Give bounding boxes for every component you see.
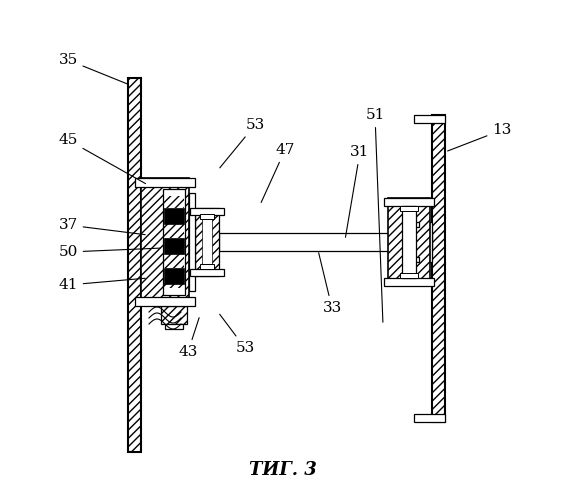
Text: 31: 31 (345, 145, 370, 238)
Bar (195, 208, 219, 276)
Bar (190, 208, 224, 215)
Bar (141, 178, 189, 306)
Bar (164, 224, 184, 238)
Bar (202, 215, 212, 269)
Bar (135, 297, 195, 306)
Bar (388, 198, 430, 286)
Bar (414, 222, 419, 227)
Bar (164, 238, 184, 254)
Bar (384, 198, 434, 206)
Bar (128, 78, 141, 452)
Text: 37: 37 (58, 218, 145, 234)
Text: 45: 45 (58, 133, 145, 184)
Bar (164, 196, 184, 208)
Bar (161, 306, 187, 324)
Bar (135, 178, 195, 187)
Bar (402, 206, 416, 278)
Text: 53: 53 (220, 314, 255, 355)
Bar (190, 269, 224, 276)
Text: 47: 47 (261, 143, 295, 203)
Bar (164, 224, 184, 238)
Text: 53: 53 (220, 118, 265, 168)
Bar (195, 208, 219, 276)
Bar (164, 196, 184, 208)
Bar (164, 254, 184, 268)
Bar (163, 189, 185, 295)
Bar (163, 189, 185, 295)
Bar (388, 198, 430, 286)
Bar (164, 284, 184, 288)
Bar (189, 193, 195, 291)
Bar (200, 214, 214, 219)
Bar (164, 208, 184, 224)
Bar (418, 222, 432, 262)
Bar (161, 306, 187, 324)
Bar (219, 233, 432, 251)
Bar (200, 264, 214, 269)
Bar (432, 115, 445, 422)
Text: 50: 50 (58, 245, 160, 259)
Text: 33: 33 (319, 252, 342, 315)
Bar (384, 278, 434, 286)
Bar (414, 115, 445, 123)
Bar (400, 273, 418, 278)
Text: 51: 51 (365, 108, 385, 322)
Bar (414, 414, 445, 422)
Bar (165, 324, 183, 329)
Text: ΤИГ. 3: ΤИГ. 3 (249, 461, 317, 479)
Bar (164, 254, 184, 268)
Bar (432, 115, 445, 422)
Text: 35: 35 (58, 53, 127, 84)
Bar (400, 206, 418, 211)
Text: 41: 41 (58, 278, 145, 292)
Bar (128, 78, 141, 452)
Text: 13: 13 (448, 123, 512, 151)
Text: 43: 43 (178, 318, 199, 359)
Bar (141, 178, 189, 306)
Bar (164, 284, 184, 288)
Bar (414, 257, 419, 262)
Bar (164, 268, 184, 284)
